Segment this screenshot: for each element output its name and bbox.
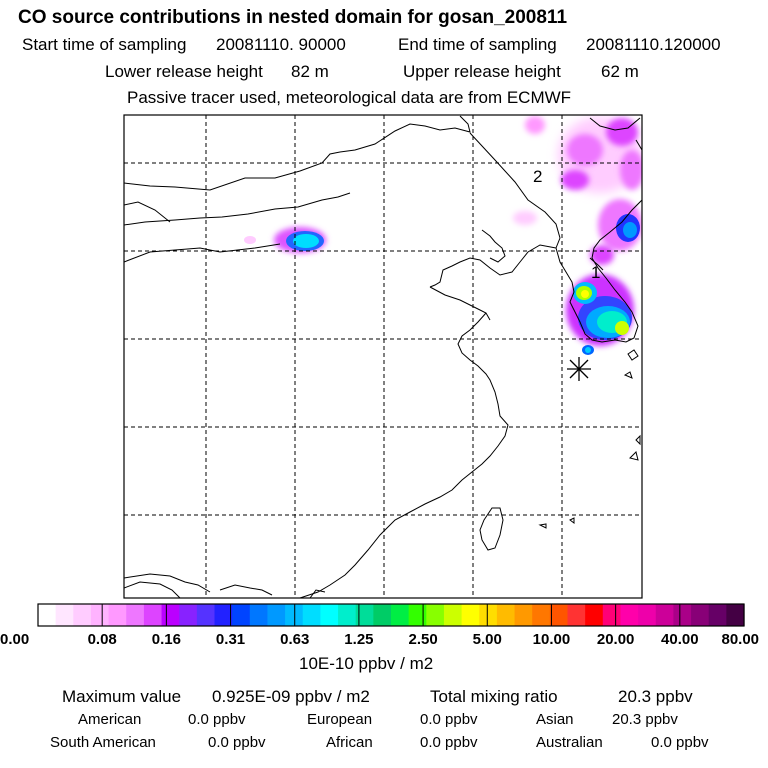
colorbar-tick-label: 0.63 — [280, 631, 310, 648]
region-name-european: European — [307, 711, 373, 728]
max-value-label: Maximum value — [62, 687, 182, 706]
lower-release-label: Lower release height — [105, 62, 263, 81]
region-value-european: 0.0 ppbv — [420, 711, 478, 728]
upper-release-value: 62 m — [601, 62, 639, 81]
colorbar-tick-label: 5.00 — [472, 631, 502, 648]
map-title: CO source contributions in nested domain… — [18, 7, 568, 28]
colorbar-tick-label: 1.25 — [344, 631, 374, 648]
end-time-label: End time of sampling — [398, 35, 557, 54]
map-frame — [123, 114, 643, 599]
region-name-american: American — [78, 711, 142, 728]
upper-release-label: Upper release height — [403, 62, 561, 81]
region-value-african: 0.0 ppbv — [420, 734, 478, 751]
colorbar-tick-label: 40.00 — [661, 631, 699, 648]
region-name-asian: Asian — [536, 711, 574, 728]
region-label-2: 2 — [533, 167, 542, 186]
region-value-american: 0.0 ppbv — [188, 711, 246, 728]
map-panel: 2 1 — [123, 114, 643, 599]
lat-lon-grid — [124, 115, 642, 598]
region-value-asian: 20.3 ppbv — [612, 711, 678, 728]
colorbar-tick-label: 0.31 — [215, 631, 246, 648]
colorbar-tick-label: 0.00 — [0, 631, 30, 648]
concentration-field — [244, 116, 642, 355]
lower-release-value: 82 m — [291, 62, 329, 81]
receptor-asterisk-icon — [567, 357, 591, 381]
colorbar-tick-label: 10.00 — [532, 631, 571, 648]
colorbar-tick-label: 20.00 — [596, 631, 635, 648]
colorbar-tick-label: 0.08 — [87, 631, 117, 648]
colorbar-tick-label: 80.00 — [721, 631, 760, 648]
region-label-1: 1 — [591, 263, 600, 282]
tracer-note: Passive tracer used, meteorological data… — [127, 88, 572, 107]
region-name-south-american: South American — [50, 734, 156, 751]
region-name-african: African — [326, 734, 373, 751]
region-name-australian: Australian — [536, 734, 603, 751]
total-mixing-value: 20.3 ppbv — [618, 687, 693, 706]
total-mixing-label: Total mixing ratio — [430, 687, 558, 706]
region-value-south-american: 0.0 ppbv — [208, 734, 266, 751]
max-value: 0.925E-09 ppbv / m2 — [212, 687, 370, 706]
region-value-australian: 0.0 ppbv — [651, 734, 709, 751]
end-time-value: 20081110.120000 — [586, 35, 721, 54]
colorbar-unit: 10E-10 ppbv / m2 — [299, 654, 434, 673]
coastlines — [124, 115, 642, 598]
colorbar-tick-label: 2.50 — [408, 631, 438, 648]
start-time-value: 20081110. 90000 — [216, 35, 346, 54]
colorbar-tick-label: 0.16 — [151, 631, 181, 648]
start-time-label: Start time of sampling — [22, 35, 187, 54]
